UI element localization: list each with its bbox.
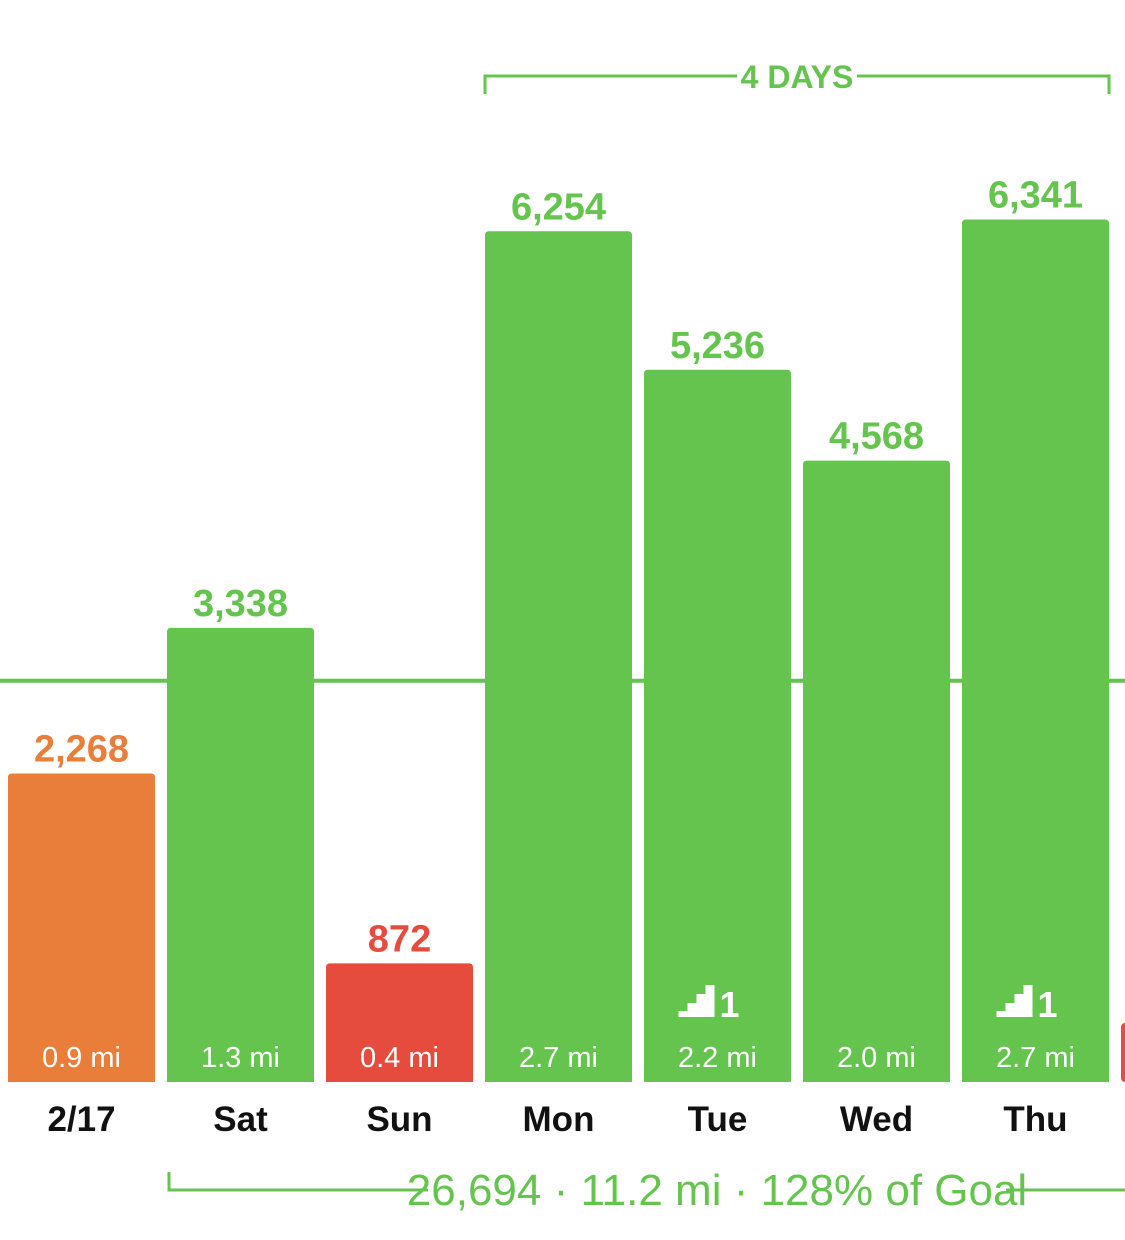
bar-value-label-sun: 872	[368, 918, 431, 960]
stairs-icon	[996, 985, 1033, 1017]
bar-value-label-mon: 6,254	[511, 186, 606, 228]
x-tick-label-2-17: 2/17	[47, 1100, 115, 1139]
bar-distance-label-2-17: 0.9 mi	[42, 1042, 121, 1074]
bar-distance-label-thu: 2.7 mi	[996, 1042, 1075, 1074]
weekly-summary: 26,694 · 11.2 mi · 128% of Goal	[407, 1166, 1027, 1215]
x-tick-label-wed: Wed	[840, 1100, 913, 1139]
bar-value-label-tue: 5,236	[670, 325, 765, 367]
stairs-icon	[678, 985, 715, 1017]
bar-distance-label-tue: 2.2 mi	[678, 1042, 757, 1074]
bar-next-partial	[1121, 1023, 1125, 1082]
summary-bracket	[167, 1172, 1125, 1192]
streak-bracket	[483, 74, 1111, 94]
bar-distance-label-sat: 1.3 mi	[201, 1042, 280, 1074]
bar-value-label-wed: 4,568	[829, 416, 924, 458]
bar-distance-label-sun: 0.4 mi	[360, 1042, 439, 1074]
bar-thu[interactable]	[962, 219, 1109, 1082]
stairs-count-tue: 1	[720, 984, 740, 1025]
streak-label: 4 DAYS	[741, 59, 854, 95]
bar-sat[interactable]	[167, 627, 314, 1082]
bar-value-label-thu: 6,341	[988, 174, 1083, 216]
x-tick-label-thu: Thu	[1003, 1100, 1067, 1139]
x-tick-label-mon: Mon	[523, 1100, 595, 1139]
bar-2-17[interactable]	[8, 773, 155, 1082]
bar-wed[interactable]	[803, 460, 950, 1082]
bar-value-label-sat: 3,338	[193, 583, 288, 625]
bar-tue[interactable]	[644, 369, 791, 1082]
bar-distance-label-wed: 2.0 mi	[837, 1042, 916, 1074]
x-tick-label-tue: Tue	[688, 1100, 748, 1139]
bar-value-label-2-17: 2,268	[34, 728, 129, 770]
bar-distance-label-mon: 2.7 mi	[519, 1042, 598, 1074]
bar-sun[interactable]	[326, 963, 473, 1082]
x-tick-label-sun: Sun	[366, 1100, 432, 1139]
x-tick-label-sat: Sat	[213, 1100, 268, 1139]
stairs-count-thu: 1	[1038, 984, 1058, 1025]
bar-mon[interactable]	[485, 231, 632, 1082]
